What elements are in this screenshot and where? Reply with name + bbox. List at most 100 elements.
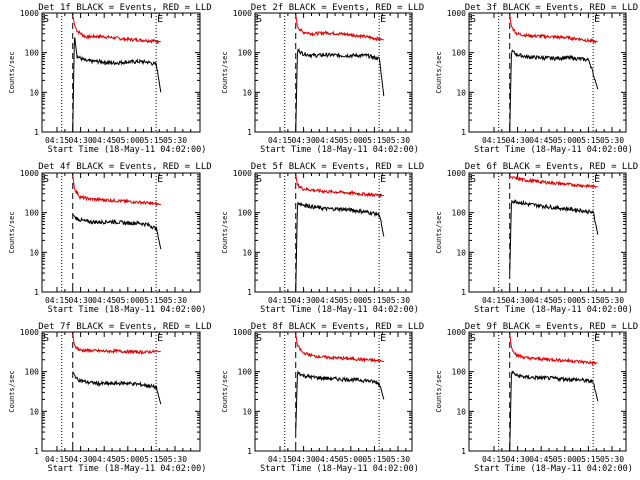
lld-series-line xyxy=(509,333,598,367)
y-tick-label: 1000 xyxy=(447,328,466,337)
y-tick-label: 1 xyxy=(247,288,252,297)
events-series-line xyxy=(295,370,385,433)
x-tick-label: 04:15 xyxy=(45,455,69,464)
y-axis-label: Counts/sec xyxy=(221,51,229,93)
start-marker: S xyxy=(43,333,49,344)
y-tick-label: 1 xyxy=(34,128,39,137)
x-tick-label: 04:15 xyxy=(268,455,292,464)
y-tick-label: 1000 xyxy=(233,328,252,337)
panel-8: Det 8f BLACK = Events, RED = LLD 1 10 100 10… xyxy=(221,322,424,474)
x-tick-label: 04:45 xyxy=(529,455,553,464)
y-axis-label: Counts/sec xyxy=(435,370,443,412)
x-tick-label: 05:15 xyxy=(576,455,600,464)
x-tick-label: 04:45 xyxy=(315,296,339,305)
plot-frame xyxy=(254,172,413,293)
start-marker: S xyxy=(470,14,476,25)
plot-frame xyxy=(468,12,627,133)
y-tick-label: 10 xyxy=(242,88,252,97)
x-tick-label: 05:15 xyxy=(362,136,386,145)
panel-6: Det 6f BLACK = Events, RED = LLD 1 10 100 10… xyxy=(435,162,638,315)
y-tick-label: 1 xyxy=(461,447,466,456)
y-axis-label: Counts/sec xyxy=(435,51,443,93)
y-axis-label: Counts/sec xyxy=(435,211,443,253)
y-tick-label: 10 xyxy=(29,248,39,257)
x-tick-label: 04:30 xyxy=(292,296,316,305)
x-tick-label: 05:15 xyxy=(576,296,600,305)
x-tick-label: 05:00 xyxy=(553,136,577,145)
end-marker: E xyxy=(380,174,386,185)
x-tick-label: 05:00 xyxy=(553,455,577,464)
plot-frame xyxy=(254,12,413,133)
y-tick-label: 100 xyxy=(452,49,467,58)
x-tick-label: 05:30 xyxy=(600,136,624,145)
events-series-line xyxy=(509,49,599,133)
end-marker: E xyxy=(380,333,386,344)
x-tick-label: 05:30 xyxy=(163,455,187,464)
events-series-line xyxy=(295,47,385,133)
panel-4: Det 4f BLACK = Events, RED = LLD 1 10 100 10… xyxy=(8,162,212,315)
end-marker: E xyxy=(157,333,163,344)
y-tick-label: 1000 xyxy=(20,9,39,18)
y-tick-label: 10 xyxy=(456,248,466,257)
y-tick-label: 100 xyxy=(238,49,253,58)
y-tick-label: 1000 xyxy=(233,9,252,18)
lld-series-line xyxy=(72,174,161,206)
x-tick-label: 04:45 xyxy=(529,136,553,145)
y-tick-label: 100 xyxy=(452,368,467,377)
panel-title: Det 3f BLACK = Events, RED = LLD xyxy=(465,3,638,13)
x-tick-label: 04:15 xyxy=(268,136,292,145)
y-tick-label: 100 xyxy=(452,209,467,218)
panel-title: Det 5f BLACK = Events, RED = LLD xyxy=(251,162,424,172)
plot-frame xyxy=(41,172,201,293)
x-axis-label: Start Time (18-May-11 04:02:00) xyxy=(260,145,419,155)
panel-title: Det 2f BLACK = Events, RED = LLD xyxy=(251,3,424,13)
panel-1: Det 1f BLACK = Events, RED = LLD 1 10 100 10… xyxy=(8,3,212,155)
y-tick-label: 1000 xyxy=(233,169,252,178)
x-tick-label: 04:30 xyxy=(506,455,530,464)
x-tick-label: 05:30 xyxy=(386,296,410,305)
panel-title: Det 4f BLACK = Events, RED = LLD xyxy=(38,162,211,172)
x-tick-label: 05:15 xyxy=(139,136,163,145)
x-tick-label: 04:45 xyxy=(92,455,116,464)
x-tick-label: 04:15 xyxy=(482,296,506,305)
x-axis-label: Start Time (18-May-11 04:02:00) xyxy=(474,145,633,155)
y-tick-label: 10 xyxy=(29,407,39,416)
panel-title: Det 1f BLACK = Events, RED = LLD xyxy=(38,3,211,13)
x-tick-label: 05:15 xyxy=(362,455,386,464)
x-tick-label: 04:15 xyxy=(45,136,69,145)
x-tick-label: 05:30 xyxy=(600,296,624,305)
x-tick-label: 05:00 xyxy=(339,296,363,305)
x-tick-label: 04:30 xyxy=(506,296,530,305)
start-marker: S xyxy=(470,333,476,344)
start-marker: S xyxy=(256,174,262,185)
y-tick-label: 1000 xyxy=(20,328,39,337)
x-axis-label: Start Time (18-May-11 04:02:00) xyxy=(260,464,419,474)
end-marker: E xyxy=(594,333,600,344)
x-tick-label: 04:30 xyxy=(292,136,316,145)
x-tick-label: 05:00 xyxy=(116,296,140,305)
plot-frame xyxy=(468,172,627,293)
x-tick-label: 04:15 xyxy=(45,296,69,305)
y-tick-label: 100 xyxy=(25,49,40,58)
end-marker: E xyxy=(157,14,163,25)
x-tick-label: 04:45 xyxy=(92,136,116,145)
x-axis-label: Start Time (18-May-11 04:02:00) xyxy=(474,464,633,474)
panel-5: Det 5f BLACK = Events, RED = LLD 1 10 100 10… xyxy=(221,162,424,315)
lld-series-line xyxy=(295,333,384,364)
start-marker: S xyxy=(43,174,49,185)
y-tick-label: 10 xyxy=(242,407,252,416)
y-tick-label: 100 xyxy=(238,368,253,377)
y-axis-label: Counts/sec xyxy=(8,370,16,412)
y-axis-label: Counts/sec xyxy=(8,51,16,93)
x-tick-label: 05:15 xyxy=(139,455,163,464)
x-tick-label: 05:15 xyxy=(576,136,600,145)
x-tick-label: 04:45 xyxy=(92,296,116,305)
y-tick-label: 10 xyxy=(242,248,252,257)
x-tick-label: 04:15 xyxy=(482,136,506,145)
start-marker: S xyxy=(43,14,49,25)
x-tick-label: 05:00 xyxy=(553,296,577,305)
x-axis-label: Start Time (18-May-11 04:02:00) xyxy=(474,305,633,315)
x-tick-label: 04:15 xyxy=(482,455,506,464)
x-tick-label: 05:15 xyxy=(139,296,163,305)
